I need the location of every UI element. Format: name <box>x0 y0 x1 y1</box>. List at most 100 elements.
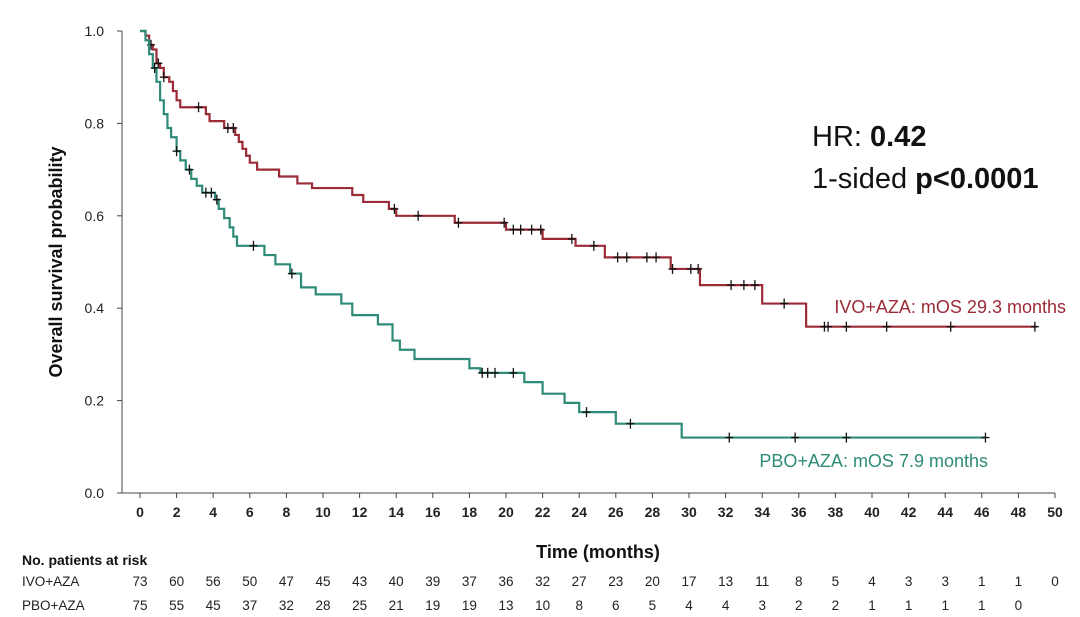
x-tick-label: 6 <box>246 504 254 520</box>
risk-cell: 32 <box>535 574 550 589</box>
risk-cell: 17 <box>681 574 696 589</box>
risk-row-label: PBO+AZA <box>22 598 85 613</box>
y-axis-label: Overall survival probability <box>46 146 66 377</box>
risk-cell: 25 <box>352 598 367 613</box>
censor-mark <box>229 123 238 134</box>
censor-mark <box>1030 321 1039 332</box>
censor-mark <box>981 432 990 443</box>
censor-mark <box>824 321 833 332</box>
risk-cell: 27 <box>572 574 587 589</box>
risk-cell: 4 <box>722 598 730 613</box>
censor-mark <box>414 210 423 221</box>
censor-mark <box>536 224 545 235</box>
risk-table: IVO+AZA 73 60 56 50 47 45 43 40 39 37 36 32 27 23 20 17 1… <box>22 574 1059 613</box>
censor-mark <box>491 367 500 378</box>
risk-cell: 73 <box>132 574 147 589</box>
censor-mark <box>739 280 748 291</box>
risk-cell: 75 <box>132 598 147 613</box>
censor-mark <box>509 224 518 235</box>
risk-cell: 1 <box>868 598 876 613</box>
risk-cell: 50 <box>242 574 257 589</box>
risk-cell: 19 <box>425 598 440 613</box>
censor-mark <box>725 432 734 443</box>
x-tick-label: 34 <box>754 504 770 520</box>
censor-mark <box>150 62 159 73</box>
x-tick-label: 18 <box>462 504 478 520</box>
p-value-annotation: 1-sided p<0.0001 <box>812 163 1039 195</box>
x-tick-label: 20 <box>498 504 514 520</box>
risk-cell: 37 <box>462 574 477 589</box>
censor-mark <box>527 224 536 235</box>
y-tick-label: 0.2 <box>85 393 105 409</box>
risk-cell: 0 <box>1051 574 1059 589</box>
risk-cell: 6 <box>612 598 620 613</box>
risk-cell: 11 <box>755 574 769 589</box>
risk-cell: 47 <box>279 574 294 589</box>
hazard-ratio-annotation: HR: 0.42 <box>812 121 926 153</box>
censor-mark <box>842 321 851 332</box>
risk-cell: 55 <box>169 598 184 613</box>
censor-mark <box>567 233 576 244</box>
risk-cell: 1 <box>941 598 949 613</box>
x-tick-label: 40 <box>864 504 880 520</box>
x-tick-label: 42 <box>901 504 917 520</box>
risk-table-title: No. patients at risk <box>22 552 147 568</box>
risk-cell: 2 <box>832 598 840 613</box>
censor-mark <box>686 263 695 274</box>
risk-cell: 1 <box>1015 574 1023 589</box>
risk-cell: 4 <box>868 574 876 589</box>
censor-mark <box>946 321 955 332</box>
risk-cell: 10 <box>535 598 550 613</box>
x-tick-label: 8 <box>283 504 291 520</box>
risk-cell: 56 <box>206 574 221 589</box>
risk-cell: 3 <box>941 574 949 589</box>
risk-cell: 8 <box>575 598 583 613</box>
x-tick-label: 36 <box>791 504 807 520</box>
risk-cell: 60 <box>169 574 184 589</box>
x-tick-label: 14 <box>388 504 404 520</box>
censor-mark <box>185 164 194 175</box>
risk-cell: 3 <box>905 574 913 589</box>
censor-mark <box>207 187 216 198</box>
censor-mark <box>454 217 463 228</box>
x-tick-label: 22 <box>535 504 551 520</box>
x-tick-label: 44 <box>937 504 953 520</box>
risk-cell: 5 <box>649 598 657 613</box>
x-tick-label: 28 <box>645 504 661 520</box>
risk-cell: 32 <box>279 598 294 613</box>
risk-cell: 45 <box>206 598 221 613</box>
risk-cell: 28 <box>315 598 330 613</box>
risk-cell: 13 <box>718 574 733 589</box>
censor-mark <box>582 407 591 418</box>
risk-cell: 40 <box>389 574 404 589</box>
censor-mark <box>194 102 203 113</box>
risk-cell: 3 <box>758 598 766 613</box>
censor-mark <box>622 252 631 263</box>
risk-cell: 45 <box>315 574 330 589</box>
y-tick-label: 0.0 <box>85 485 105 501</box>
x-tick-label: 24 <box>571 504 587 520</box>
y-tick-label: 0.8 <box>85 115 105 131</box>
risk-cell: 37 <box>242 598 257 613</box>
x-tick-label: 16 <box>425 504 441 520</box>
censor-mark <box>154 58 163 69</box>
censor-mark <box>589 240 598 251</box>
censor-mark <box>483 367 492 378</box>
censor-mark <box>750 280 759 291</box>
risk-cell: 2 <box>795 598 803 613</box>
x-tick-label: 10 <box>315 504 331 520</box>
censor-mark <box>626 418 635 429</box>
censor-mark <box>159 72 168 83</box>
risk-cell: 13 <box>498 598 513 613</box>
censor-mark <box>642 252 651 263</box>
censor-mark <box>791 432 800 443</box>
axes: 0.00.20.40.60.81.00 2 4 6 8 10 12 14 16 18 20 22 24 2… <box>85 23 1063 520</box>
ivo-aza-series-label: IVO+AZA: mOS 29.3 months <box>834 297 1066 317</box>
risk-cell: 1 <box>978 574 986 589</box>
x-tick-label: 26 <box>608 504 624 520</box>
censor-mark <box>172 146 181 157</box>
risk-cell: 0 <box>1015 598 1023 613</box>
risk-cell: 20 <box>645 574 660 589</box>
censor-mark <box>509 367 518 378</box>
censor-mark <box>516 224 525 235</box>
